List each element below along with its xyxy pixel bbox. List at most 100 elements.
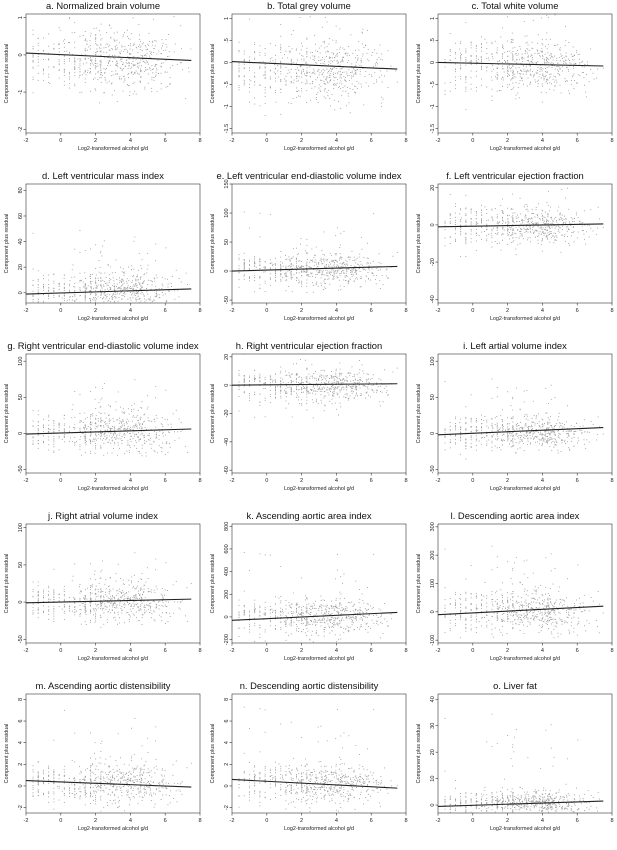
data-point xyxy=(144,427,146,428)
data-point xyxy=(337,381,339,383)
data-point xyxy=(323,231,325,233)
data-point xyxy=(550,232,552,234)
data-point xyxy=(527,219,529,221)
data-point xyxy=(346,73,348,75)
data-point xyxy=(376,79,377,81)
data-point xyxy=(344,79,346,81)
data-point xyxy=(337,270,339,272)
data-point xyxy=(299,266,301,268)
data-point xyxy=(552,221,554,223)
data-point xyxy=(390,65,392,67)
data-point xyxy=(287,265,289,267)
data-point xyxy=(238,267,240,269)
data-point xyxy=(549,88,551,90)
data-point xyxy=(53,294,55,296)
data-point xyxy=(130,45,131,47)
data-point xyxy=(249,380,250,382)
data-point xyxy=(238,265,240,267)
data-point xyxy=(139,277,141,279)
data-point xyxy=(95,425,97,427)
x-axis-label: Log2-transformed alcohol g/d xyxy=(490,146,560,152)
data-point xyxy=(128,62,129,64)
data-point xyxy=(475,57,477,59)
data-point xyxy=(106,32,108,33)
data-point xyxy=(555,235,557,237)
data-point xyxy=(315,371,316,372)
data-point xyxy=(101,72,102,73)
data-point xyxy=(572,67,574,69)
data-point xyxy=(455,63,456,65)
data-point xyxy=(63,46,65,48)
data-point xyxy=(501,234,502,236)
data-point xyxy=(129,288,131,289)
data-point xyxy=(141,283,143,284)
y-axis-label: Component plus residual xyxy=(4,44,10,104)
data-point xyxy=(79,63,81,65)
data-point xyxy=(496,214,498,216)
data-point xyxy=(541,238,543,239)
data-point xyxy=(100,293,102,295)
data-point xyxy=(497,223,499,225)
data-point xyxy=(94,423,96,424)
data-point xyxy=(356,257,358,259)
data-point xyxy=(43,287,44,289)
data-point xyxy=(507,234,509,236)
data-point xyxy=(315,99,317,100)
data-point xyxy=(332,386,334,388)
x-tick-label: 6 xyxy=(370,308,373,314)
data-point xyxy=(326,388,328,390)
data-point xyxy=(330,68,332,70)
fit-line xyxy=(231,265,398,272)
data-point xyxy=(132,287,134,289)
data-point xyxy=(139,39,141,40)
data-point xyxy=(249,60,250,62)
data-point xyxy=(43,435,44,437)
data-point xyxy=(353,91,355,93)
data-point xyxy=(113,286,115,287)
data-point xyxy=(321,74,323,76)
data-point xyxy=(602,226,604,228)
data-point xyxy=(322,386,324,388)
data-point xyxy=(132,58,134,59)
data-point xyxy=(492,218,494,220)
data-point xyxy=(318,378,320,379)
data-point xyxy=(546,57,548,59)
data-point xyxy=(340,266,342,268)
data-point xyxy=(475,229,477,230)
data-point xyxy=(565,55,567,57)
data-point xyxy=(317,92,319,94)
data-point xyxy=(129,297,131,299)
data-point xyxy=(340,233,342,235)
data-point xyxy=(114,272,116,273)
data-point xyxy=(117,62,119,64)
data-point xyxy=(322,274,324,276)
data-point xyxy=(496,78,498,80)
data-point xyxy=(161,447,163,449)
data-point xyxy=(84,71,86,73)
data-point xyxy=(319,270,320,272)
data-point xyxy=(497,221,498,223)
data-point xyxy=(557,65,559,67)
data-point xyxy=(512,229,514,231)
data-point xyxy=(269,85,271,87)
data-point xyxy=(99,47,100,49)
data-point xyxy=(470,64,472,65)
data-point xyxy=(89,40,91,42)
data-point xyxy=(499,90,500,91)
data-point xyxy=(328,71,329,72)
data-point xyxy=(521,219,523,221)
data-point xyxy=(546,219,548,221)
data-point xyxy=(150,57,152,59)
data-point xyxy=(348,397,350,399)
data-point xyxy=(32,440,34,442)
data-point xyxy=(470,230,472,232)
data-point xyxy=(104,71,106,73)
data-point xyxy=(95,68,97,70)
data-point xyxy=(37,270,39,272)
data-point xyxy=(347,93,349,94)
data-point xyxy=(335,77,337,79)
data-point xyxy=(63,70,65,72)
data-point xyxy=(340,108,342,109)
data-point xyxy=(512,39,514,41)
data-point xyxy=(563,62,565,64)
